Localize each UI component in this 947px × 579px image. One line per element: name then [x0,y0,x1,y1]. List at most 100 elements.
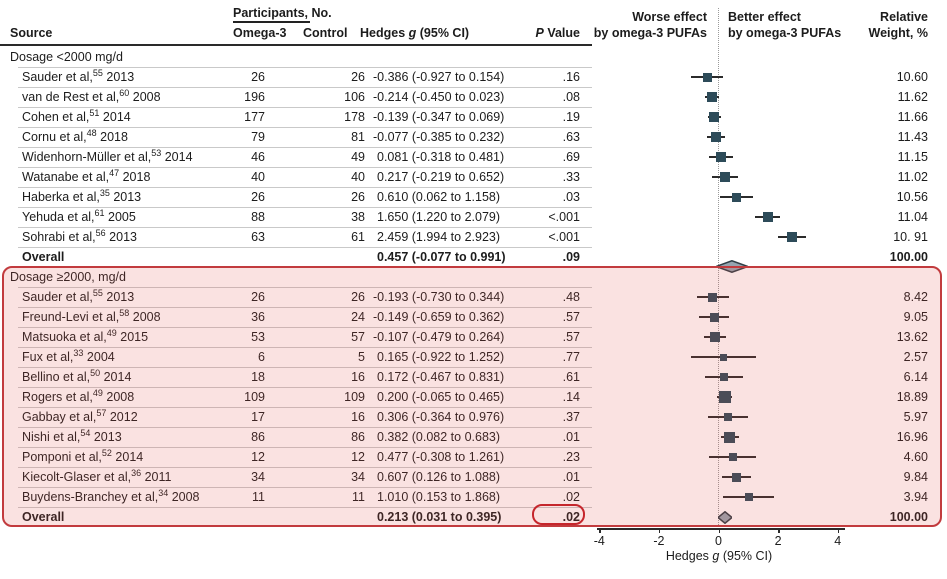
source-cell: Overall [22,250,65,264]
hedges-cell: 0.081 (-0.318 to 0.481) [377,150,505,164]
control-cell: 5 [358,350,365,364]
omega3-cell: 40 [251,170,265,184]
hedges-cell: 0.213 (0.031 to 0.395) [377,510,502,524]
row-separator [18,467,592,468]
better-effect-label-line1: Better effect [728,10,801,24]
source-cell: Rogers et al,49 2008 [22,387,135,404]
x-axis-tick [718,528,720,533]
control-cell: 178 [344,110,365,124]
source-cell: Cornu et al,48 2018 [22,127,128,144]
group-label-cell: Dosage <2000 mg/d [10,50,123,64]
control-cell: 57 [351,330,365,344]
source-cell: Sohrabi et al,56 2013 [22,227,137,244]
row-separator [18,247,592,248]
col-header-control: Control [303,26,348,40]
row-separator [18,187,592,188]
row-separator [18,367,592,368]
source-cell: Matsuoka et al,49 2015 [22,327,149,344]
col-header-pvalue: P Value [535,26,581,40]
weight-cell: 18.89 [896,390,928,404]
row-separator [18,107,592,108]
omega3-cell: 18 [251,370,265,384]
control-cell: 61 [351,230,365,244]
effect-marker [786,232,797,242]
weight-cell: 10. 91 [893,230,928,244]
omega3-cell: 196 [244,90,265,104]
control-cell: 16 [351,370,365,384]
hedges-cell: 0.200 (-0.065 to 0.465) [377,390,505,404]
control-cell: 106 [344,90,365,104]
source-cell: Watanabe et al,47 2018 [22,167,151,184]
weight-cell: 9.05 [903,310,928,324]
effect-marker [702,72,712,82]
effect-marker [732,192,742,202]
effect-marker [744,493,753,501]
col-header-omega3: Omega-3 [233,26,287,40]
weight-cell: 4.60 [903,450,928,464]
row-separator [18,87,592,88]
control-cell: 109 [344,390,365,404]
pvalue-cell: .01 [562,430,580,444]
source-cell: Buydens-Branchey et al,34 2008 [22,487,200,504]
weight-cell: 11.43 [897,130,928,144]
row-separator [18,427,592,428]
control-cell: 26 [351,290,365,304]
weight-cell: 9.84 [903,470,928,484]
effect-marker [728,453,737,461]
hedges-cell: -0.193 (-0.730 to 0.344) [373,290,505,304]
row-separator [18,67,592,68]
col-header-hedges: Hedges g (95% CI) [360,26,470,40]
weight-cell: 11.02 [897,170,928,184]
source-cell: Freund-Levi et al,58 2008 [22,307,161,324]
source-cell: Nishi et al,54 2013 [22,427,122,444]
hedges-cell: 0.217 (-0.219 to 0.652) [377,170,505,184]
control-cell: 81 [351,130,365,144]
hedges-cell: -0.214 (-0.450 to 0.023) [373,90,505,104]
row-separator [18,307,592,308]
pvalue-cell: .63 [562,130,580,144]
row-separator [18,407,592,408]
source-cell: Bellino et al,50 2014 [22,367,132,384]
control-cell: 11 [352,490,365,504]
hedges-cell: 2.459 (1.994 to 2.923) [377,230,501,244]
effect-marker [709,112,720,122]
pvalue-callout-box [532,504,585,525]
row-separator [18,207,592,208]
control-cell: 16 [351,410,365,424]
effect-marker [715,152,726,162]
source-cell: Pomponi et al,52 2014 [22,447,144,464]
control-cell: 38 [351,210,365,224]
participants-underline [233,21,310,23]
pvalue-cell: .37 [562,410,580,424]
pvalue-cell: .57 [562,330,580,344]
hedges-cell: 0.172 (-0.467 to 0.831) [377,370,505,384]
weight-cell: 11.62 [897,90,928,104]
source-cell: Overall [22,510,65,524]
omega3-cell: 26 [251,290,265,304]
weight-cell: 2.57 [903,350,928,364]
omega3-cell: 88 [251,210,265,224]
hedges-cell: 0.165 (-0.922 to 1.252) [377,350,505,364]
row-separator [18,507,592,508]
effect-marker [719,353,727,361]
x-axis-tick-label: 2 [774,534,782,548]
omega3-cell: 53 [251,330,265,344]
x-axis-line [597,528,845,530]
hedges-cell: 0.457 (-0.077 to 0.991) [377,250,506,264]
hedges-cell: 0.610 (0.062 to 1.158) [377,190,501,204]
pvalue-cell: .23 [562,450,580,464]
pvalue-cell: .48 [562,290,580,304]
source-cell: Gabbay et al,57 2012 [22,407,138,424]
omega3-cell: 86 [251,430,265,444]
source-cell: Widenhorn-Müller et al,53 2014 [22,147,193,164]
col-header-source: Source [10,26,53,40]
source-cell: Sauder et al,55 2013 [22,287,135,304]
pvalue-cell: .03 [562,190,580,204]
omega3-cell: 34 [251,470,265,484]
omega3-cell: 12 [251,450,265,464]
control-cell: 34 [351,470,365,484]
weight-cell: 8.42 [903,290,928,304]
participants-group-header: Participants, No. [233,6,332,20]
hedges-cell: -0.077 (-0.385 to 0.232) [373,130,505,144]
